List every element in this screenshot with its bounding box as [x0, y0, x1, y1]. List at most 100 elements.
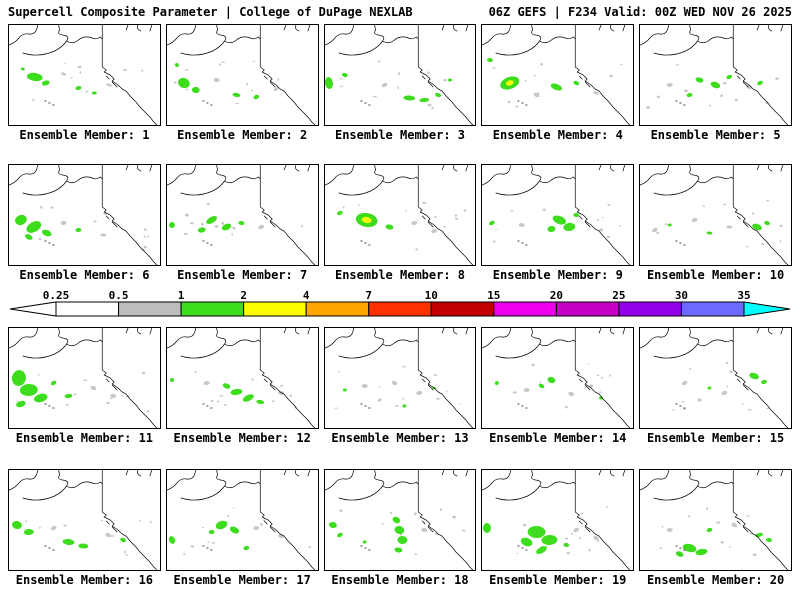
- ensemble-member-label-13: Ensemble Member: 13: [331, 431, 469, 445]
- coastline: [166, 165, 315, 265]
- colorbar-tick-35: 35: [737, 289, 750, 302]
- ensemble-panel-16: Ensemble Member: 16: [8, 469, 161, 589]
- ensemble-row-4: Ensemble Member: 16 Ensemble Member: 17 En…: [0, 469, 800, 589]
- colorbar-segment-4: [243, 301, 307, 317]
- ensemble-member-label-2: Ensemble Member: 2: [177, 128, 308, 142]
- ensemble-panel-17: Ensemble Member: 17: [165, 469, 319, 589]
- ensemble-map-14: [481, 327, 635, 429]
- ensemble-member-label-7: Ensemble Member: 7: [177, 268, 308, 282]
- ensemble-panel-12: Ensemble Member: 12: [165, 327, 319, 447]
- coastline: [640, 165, 789, 265]
- colorbar-segment-10: [618, 301, 682, 317]
- colorbar-segment-5: [305, 301, 370, 317]
- colorbar-segment-9: [555, 301, 620, 317]
- ensemble-panel-14: Ensemble Member: 14: [481, 327, 635, 447]
- ensemble-member-label-3: Ensemble Member: 3: [334, 128, 466, 142]
- ensemble-map-10: [639, 164, 792, 266]
- ensemble-map-15: [639, 327, 792, 429]
- model-valid-time: 06Z GEFS | F234 Valid: 00Z WED NOV 26 20…: [488, 5, 792, 19]
- coastline: [324, 328, 473, 428]
- ensemble-member-label-12: Ensemble Member: 12: [173, 431, 311, 445]
- colorbar-tick-20: 20: [550, 289, 563, 302]
- ensemble-row-1: Ensemble Member: 1 Ensemble Member: 2 Ense…: [0, 24, 800, 144]
- ensemble-member-label-15: Ensemble Member: 15: [646, 431, 785, 445]
- ensemble-map-18: [323, 469, 477, 571]
- ensemble-map-9: [481, 164, 635, 266]
- ensemble-member-label-11: Ensemble Member: 11: [15, 431, 154, 445]
- ensemble-map-20: [639, 469, 792, 571]
- ensemble-map-1: [8, 24, 161, 126]
- ensemble-map-16: [8, 469, 161, 571]
- colorbar-tick-25: 25: [612, 289, 625, 302]
- ensemble-panel-2: Ensemble Member: 2: [165, 24, 319, 144]
- ensemble-panel-1: Ensemble Member: 1: [8, 24, 161, 144]
- colorbar-tick-0.25: 0.25: [43, 289, 70, 302]
- ensemble-member-label-19: Ensemble Member: 19: [489, 573, 627, 587]
- ensemble-member-label-6: Ensemble Member: 6: [19, 268, 150, 282]
- ensemble-panel-3: Ensemble Member: 3: [323, 24, 477, 144]
- coastline: [324, 165, 473, 265]
- product-title: Supercell Composite Parameter | College …: [8, 5, 413, 19]
- colorbar-tick-10: 10: [425, 289, 438, 302]
- ensemble-member-label-5: Ensemble Member: 5: [650, 128, 781, 142]
- ensemble-panel-8: Ensemble Member: 8: [323, 164, 477, 284]
- ensemble-panel-20: Ensemble Member: 20: [639, 469, 792, 589]
- colorbar-tick-7: 7: [365, 289, 372, 302]
- ensemble-panel-6: Ensemble Member: 6: [8, 164, 161, 284]
- ensemble-member-label-18: Ensemble Member: 18: [331, 573, 469, 587]
- ensemble-member-label-17: Ensemble Member: 17: [173, 573, 311, 587]
- ensemble-member-label-9: Ensemble Member: 9: [492, 268, 623, 282]
- coastline: [482, 328, 631, 428]
- coastline: [166, 328, 315, 428]
- ensemble-panel-18: Ensemble Member: 18: [323, 469, 477, 589]
- ensemble-member-label-16: Ensemble Member: 16: [15, 573, 154, 587]
- coastline: [482, 165, 631, 265]
- colorbar-segment-7: [430, 301, 495, 317]
- ensemble-member-label-8: Ensemble Member: 8: [334, 268, 466, 282]
- colorbar-segment-3: [180, 301, 245, 317]
- ensemble-map-4: [481, 24, 635, 126]
- ensemble-map-11: [8, 327, 161, 429]
- colorbar-tick-0.5: 0.5: [109, 289, 129, 302]
- coastline: [9, 25, 158, 125]
- ensemble-map-19: [481, 469, 635, 571]
- ensemble-panel-7: Ensemble Member: 7: [165, 164, 319, 284]
- coastline: [640, 328, 789, 428]
- coastline: [9, 328, 158, 428]
- coastline: [166, 25, 315, 125]
- colorbar-tick-30: 30: [675, 289, 688, 302]
- coastline: [166, 470, 315, 570]
- ensemble-map-6: [8, 164, 161, 266]
- ensemble-map-3: [323, 24, 477, 126]
- colorbar-tick-1: 1: [178, 289, 185, 302]
- ensemble-panel-9: Ensemble Member: 9: [481, 164, 635, 284]
- ensemble-map-2: [165, 24, 319, 126]
- colorbar-segment-6: [368, 301, 432, 317]
- colorbar-segment-1: [55, 301, 120, 317]
- coastline: [640, 470, 789, 570]
- ensemble-panel-10: Ensemble Member: 10: [639, 164, 792, 284]
- ensemble-member-label-4: Ensemble Member: 4: [492, 128, 623, 142]
- ensemble-map-7: [165, 164, 319, 266]
- colorbar-tick-4: 4: [303, 289, 310, 302]
- ensemble-panel-13: Ensemble Member: 13: [323, 327, 477, 447]
- coastline: [482, 470, 631, 570]
- ensemble-panel-5: Ensemble Member: 5: [639, 24, 792, 144]
- header: Supercell Composite Parameter | College …: [0, 0, 800, 21]
- ensemble-row-3: Ensemble Member: 11 Ensemble Member: 12 En…: [0, 327, 800, 447]
- ensemble-map-17: [165, 469, 319, 571]
- colorbar-segment-8: [493, 301, 557, 317]
- ensemble-map-5: [639, 24, 792, 126]
- ensemble-panel-4: Ensemble Member: 4: [481, 24, 635, 144]
- ensemble-panel-11: Ensemble Member: 11: [8, 327, 161, 447]
- ensemble-member-label-10: Ensemble Member: 10: [646, 268, 785, 282]
- coastline: [324, 470, 473, 570]
- coastline: [324, 25, 473, 125]
- ensemble-member-label-1: Ensemble Member: 1: [19, 128, 150, 142]
- ensemble-row-2: Ensemble Member: 6 Ensemble Member: 7 Ense…: [0, 164, 800, 284]
- ensemble-panel-15: Ensemble Member: 15: [639, 327, 792, 447]
- ensemble-map-12: [165, 327, 319, 429]
- colorbar-tick-15: 15: [487, 289, 500, 302]
- coastline: [9, 470, 158, 570]
- colorbar: 0.25 0.5 1 2 4 7 10 15 20 25 30 35: [0, 289, 800, 319]
